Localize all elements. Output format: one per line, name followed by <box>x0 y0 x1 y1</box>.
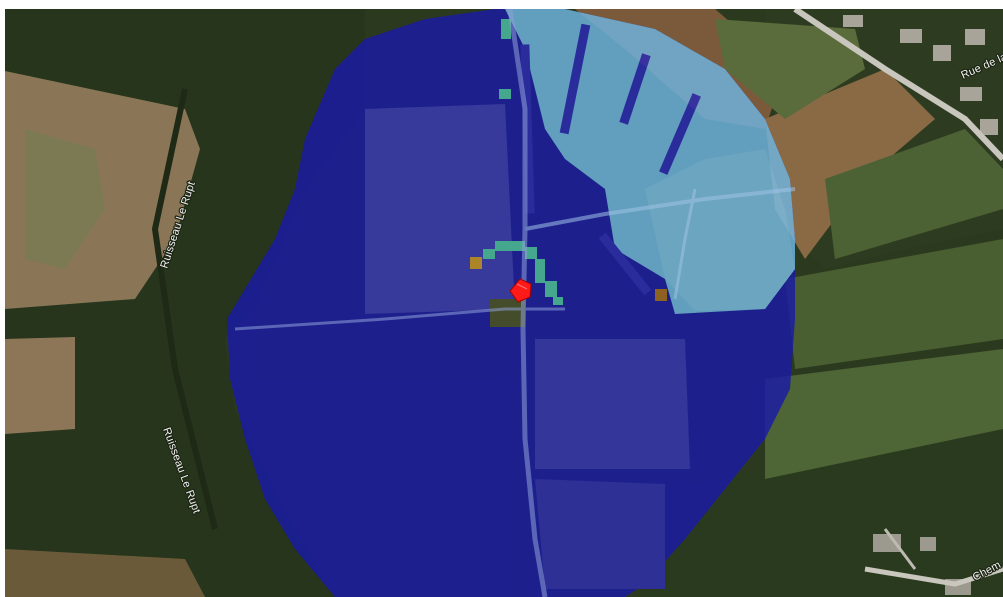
map-view[interactable]: Ruisseau Le Rupt Ruisseau Le Rupt Rue de… <box>5 9 1003 597</box>
overlay-roads <box>234 9 796 597</box>
transmitter-marker[interactable] <box>509 278 532 303</box>
coverage-overlay <box>227 9 795 597</box>
map-canvas[interactable]: Ruisseau Le Rupt Ruisseau Le Rupt Rue de… <box>5 9 1003 597</box>
